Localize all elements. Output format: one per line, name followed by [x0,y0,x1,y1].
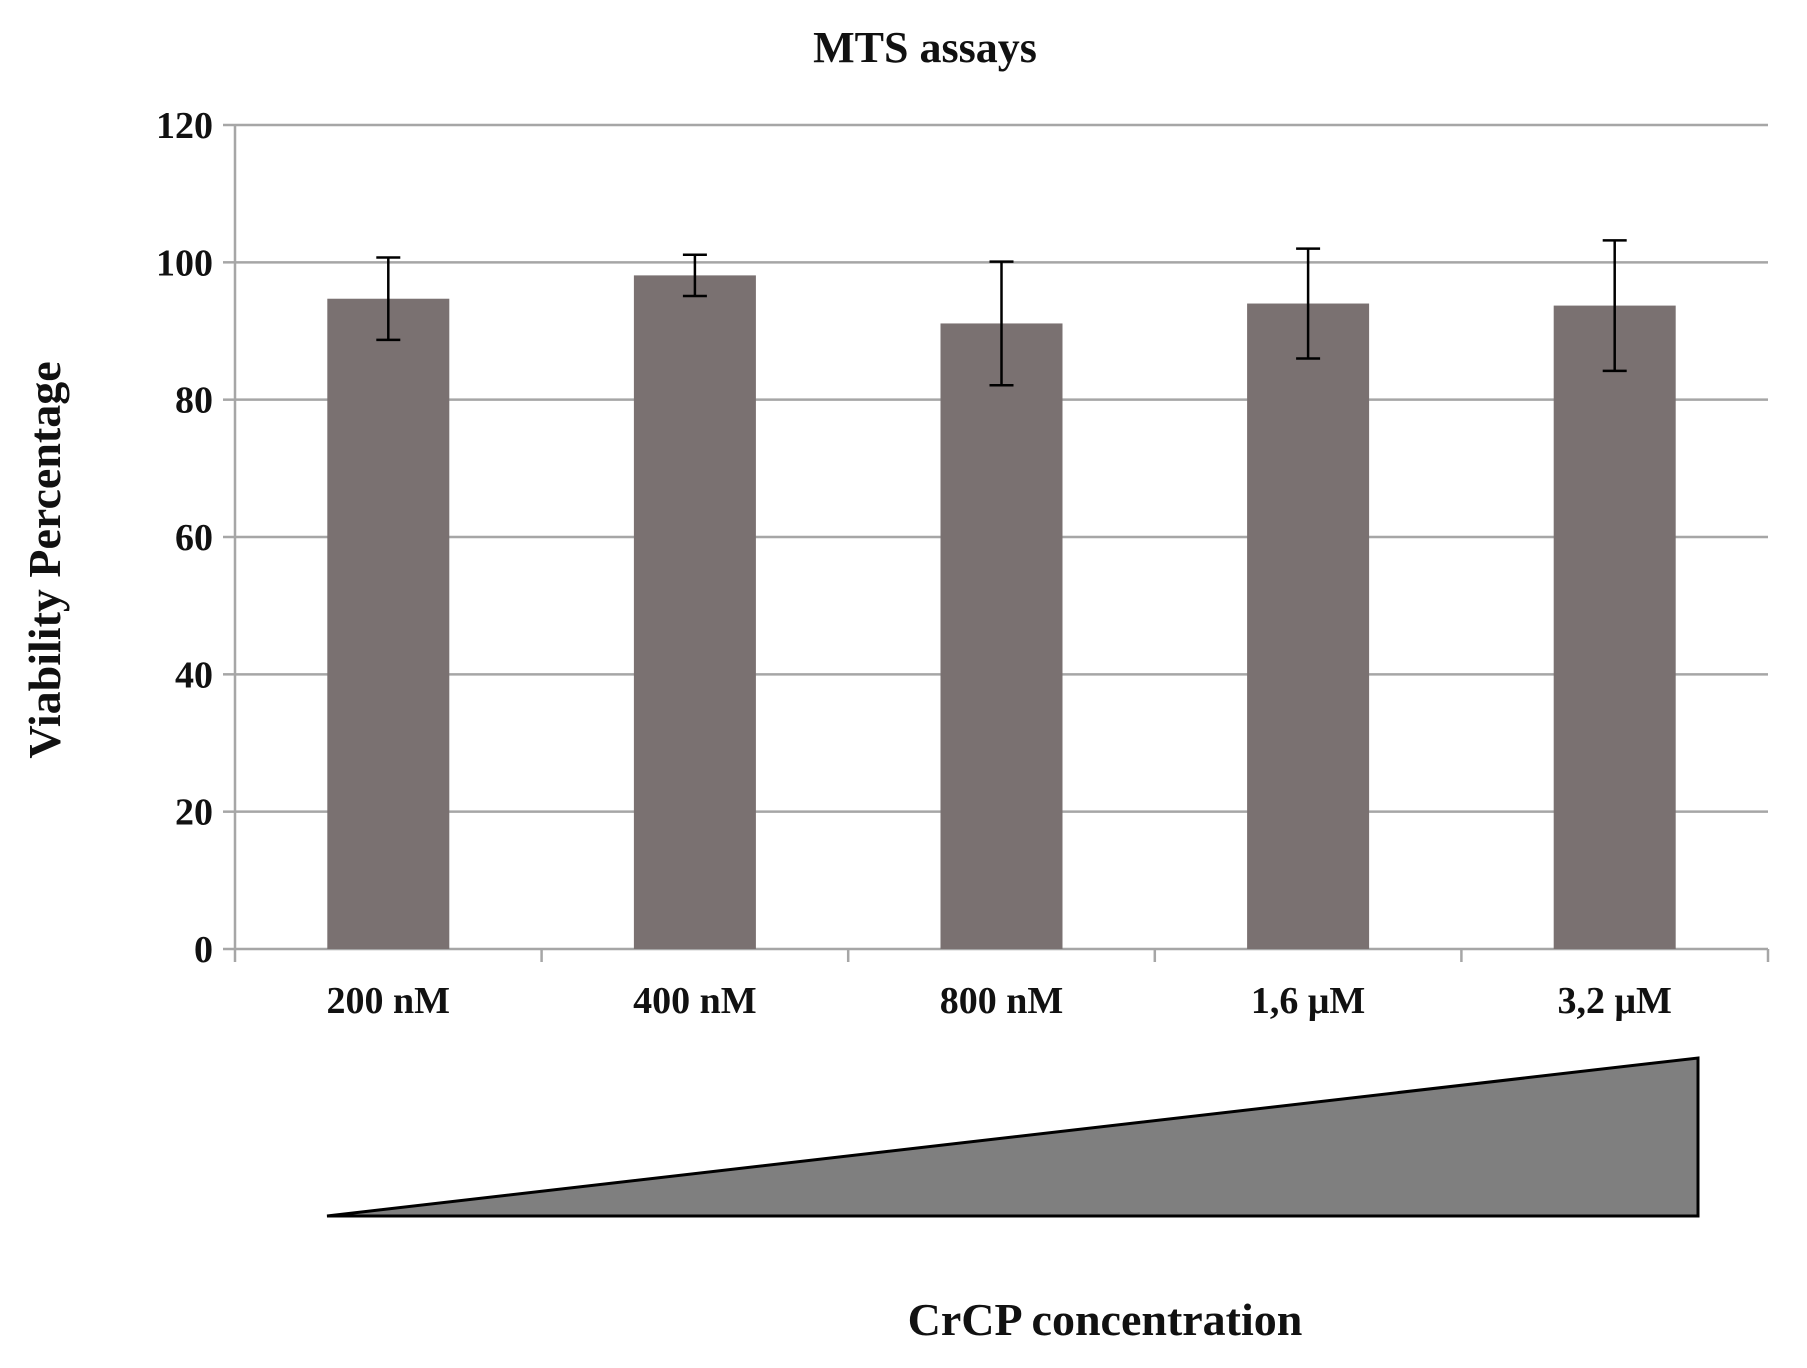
label-layer: MTS assays Viability Percentage CrCP con… [19,23,1672,1345]
x-category-label: 1,6 μM [1251,980,1365,1022]
bar [327,298,450,949]
bar [633,275,756,949]
y-tick-label: 20 [175,792,213,834]
y-tick-label: 120 [156,105,213,147]
bar-layer [327,275,1676,949]
x-category-label: 400 nM [633,980,757,1022]
error-layer [376,239,1627,387]
x-category-label: 3,2 μM [1557,980,1671,1022]
y-axis-title: Viability Percentage [19,361,70,758]
concentration-wedge [326,1056,1700,1218]
bar [1553,305,1676,949]
x-category-label: 200 nM [327,980,451,1022]
y-tick-label: 0 [194,929,213,971]
bar [1247,303,1370,949]
x-axis-title: CrCP concentration [908,1294,1303,1345]
bar [940,323,1063,949]
y-tick-label: 40 [175,654,213,696]
y-tick-label: 80 [175,380,213,422]
chart-title: MTS assays [813,23,1037,72]
x-category-label: 800 nM [940,980,1064,1022]
y-tick-label: 60 [175,517,213,559]
y-tick-label: 100 [156,242,213,284]
concentration-wedge-shape [326,1056,1700,1218]
